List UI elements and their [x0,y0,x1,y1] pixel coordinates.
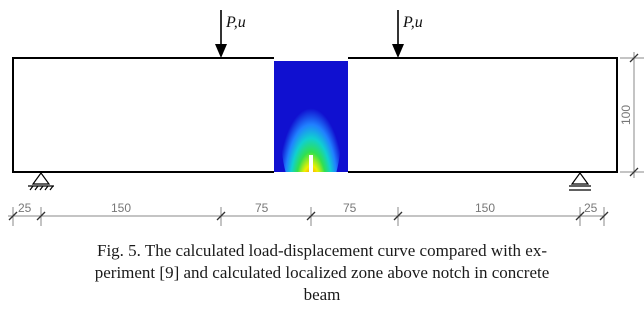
caption-line-3: beam [303,285,341,304]
left-support [28,171,54,191]
load-label-left: P,u [225,14,246,31]
dim-label-height: 100 [619,105,633,125]
caption-line-1: Fig. 5. The calculated load-displacement… [96,241,548,260]
load-arrow-left [215,10,227,58]
dim-label-5: 25 [584,201,598,215]
damage-plume [281,65,341,205]
notch [309,155,313,173]
damage-zone-mask-top [274,20,348,61]
dim-label-2: 75 [255,201,269,215]
caption-line-2: periment [9] and calculated localized zo… [94,263,550,282]
dim-label-3: 75 [343,201,357,215]
load-arrow-right [392,10,404,58]
figure-caption: Fig. 5. The calculated load-displacement… [0,240,644,306]
bottom-dimension-ticks [8,211,609,221]
height-dimension-ticks [629,53,639,177]
right-support [569,171,591,191]
damage-zone-mask [274,172,348,212]
load-label-right: P,u [402,14,423,31]
dim-label-4: 150 [475,201,495,215]
height-dimension-line [620,52,644,178]
dim-label-0: 25 [18,201,32,215]
dim-label-1: 150 [111,201,131,215]
beam-diagram: P,u P,u 25 150 75 75 150 [8,10,644,226]
